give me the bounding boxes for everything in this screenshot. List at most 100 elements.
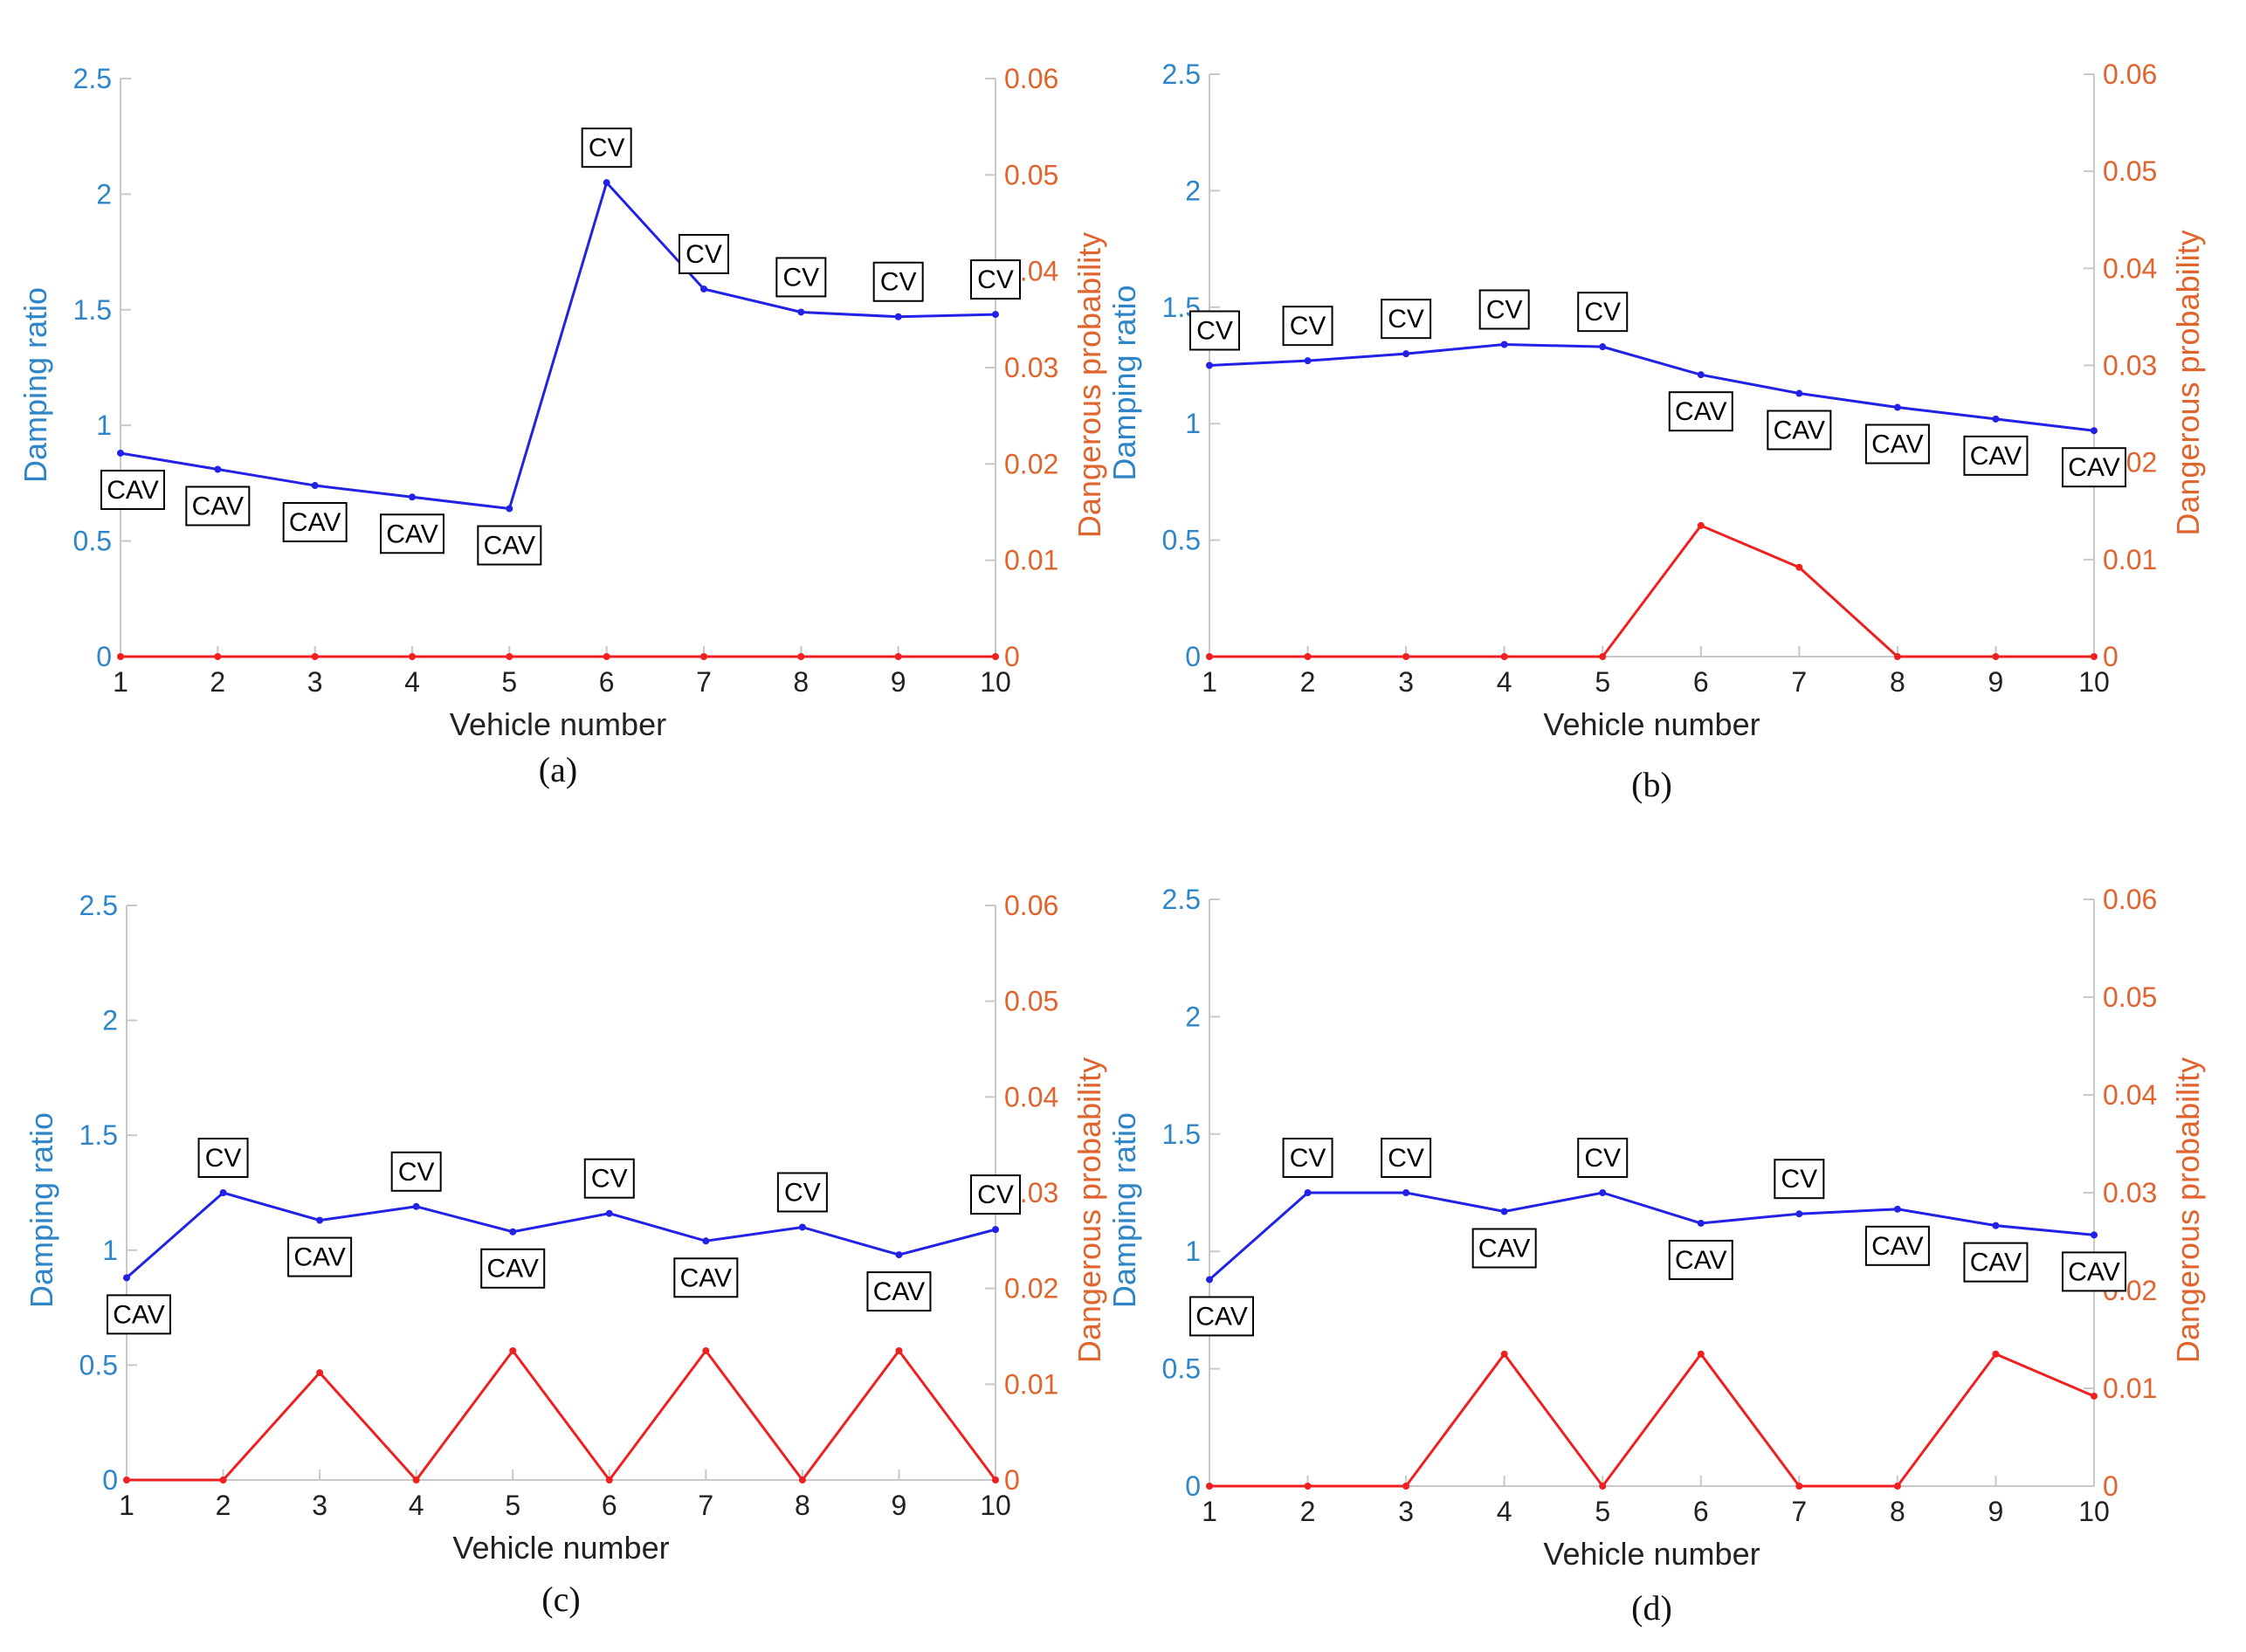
right-y-tick-label: 0.04 — [2103, 252, 2157, 284]
dangerous-probability-point — [895, 1346, 903, 1354]
dangerous-probability-point — [1795, 1483, 1803, 1490]
x-tick-label: 5 — [501, 666, 517, 698]
x-tick-label: 8 — [1890, 1496, 1905, 1527]
vehicle-type-label-box — [1189, 310, 1240, 351]
vehicle-type-label-box — [2062, 1251, 2126, 1292]
dangerous-probability-point — [214, 653, 222, 660]
damping-ratio-point — [1795, 389, 1803, 397]
damping-ratio-point — [506, 505, 513, 513]
right-y-tick-label: 0.06 — [1004, 890, 1058, 921]
vehicle-type-label: CAV — [1675, 397, 1726, 426]
x-tick-label: 2 — [1300, 1496, 1316, 1527]
left-y-tick-label: 2.5 — [73, 63, 112, 94]
damping-ratio-point — [2091, 427, 2098, 435]
dangerous-probability-point — [1992, 1350, 2000, 1358]
vehicle-type-label: CAV — [873, 1277, 925, 1306]
right-y-tick-label: 0.04 — [1004, 1081, 1058, 1112]
x-axis-title: Vehicle number — [450, 706, 666, 742]
vehicle-type-label-box — [1963, 1242, 2029, 1283]
x-tick-label: 10 — [2078, 666, 2110, 698]
left-y-tick-label: 2 — [102, 1005, 118, 1036]
x-tick-label: 2 — [216, 1490, 231, 1521]
vehicle-type-label: CV — [205, 1144, 242, 1173]
dangerous-probability-point — [1402, 1483, 1410, 1490]
x-tick-label: 2 — [210, 666, 225, 698]
x-tick-label: 9 — [1988, 666, 2004, 698]
vehicle-type-label: CAV — [1871, 430, 1923, 459]
damping-ratio-point — [1795, 1210, 1803, 1218]
damping-ratio-point — [992, 311, 999, 319]
damping-ratio-point — [798, 1223, 806, 1231]
dangerous-probability-line — [1209, 524, 2094, 658]
left-y-tick-label: 2.5 — [1162, 59, 1201, 90]
panel-d: 00.511.522.500.010.020.030.040.050.061 2 3… — [1106, 884, 2206, 1628]
left-y-tick-label: 0 — [96, 641, 112, 672]
vehicle-type-label-box — [282, 502, 348, 543]
damping-ratio-point — [1206, 361, 1213, 369]
vehicle-type-label: CV — [782, 263, 819, 292]
vehicle-type-label: CAV — [1774, 416, 1825, 445]
damping-ratio-point — [1697, 371, 1705, 379]
dangerous-probability-point — [2091, 1392, 2098, 1400]
x-tick-label: 8 — [793, 666, 809, 698]
vehicle-type-label-box — [477, 525, 542, 566]
right-y-tick-label: 0.05 — [2103, 155, 2157, 187]
vehicle-type-label-box — [2062, 447, 2126, 488]
x-tick-label: 9 — [892, 1490, 907, 1521]
vehicle-type-label: CAV — [192, 492, 244, 521]
damping-ratio-point — [1304, 1189, 1312, 1196]
damping-ratio-point — [1893, 1205, 1901, 1213]
damping-ratio-point — [311, 482, 319, 490]
panel-c: 00.511.522.500.010.020.030.040.050.061 2 3… — [24, 890, 1107, 1619]
vehicle-type-label-box — [185, 485, 251, 527]
right-y-tick-label: 0 — [2103, 641, 2119, 672]
x-axis-title: Vehicle number — [452, 1530, 669, 1566]
dangerous-probability-point — [1697, 521, 1705, 529]
vehicle-type-label-box — [583, 1158, 635, 1199]
dangerous-probability-point — [1893, 653, 1901, 660]
vehicle-type-label: CAV — [289, 508, 341, 537]
damping-ratio-point — [409, 493, 416, 501]
damping-ratio-point — [1697, 1219, 1705, 1227]
right-y-tick-label: 0 — [1004, 1464, 1020, 1496]
x-tick-label: 2 — [1300, 666, 1316, 698]
right-y-axis-title: Dangerous probability — [1071, 1057, 1107, 1363]
vehicle-type-label: CV — [977, 1180, 1014, 1209]
right-y-tick-label: 0.06 — [1004, 63, 1058, 94]
damping-ratio-point — [895, 1251, 903, 1259]
damping-ratio-point — [1599, 343, 1607, 351]
damping-ratio-point — [219, 1189, 227, 1196]
vehicle-type-label-box — [1282, 1138, 1333, 1178]
dangerous-probability-point — [1500, 1350, 1508, 1358]
vehicle-type-label-box — [1577, 292, 1629, 333]
x-axis-title: Vehicle number — [1543, 1536, 1760, 1572]
vehicle-type-label: CV — [1388, 305, 1424, 334]
vehicle-type-label: CAV — [484, 532, 535, 561]
dangerous-probability-point — [1206, 653, 1213, 660]
vehicle-type-label: CAV — [1970, 442, 2022, 471]
left-y-axis-title: Damping ratio — [1106, 285, 1142, 480]
right-y-tick-label: 0.03 — [2103, 350, 2157, 382]
vehicle-type-label-box — [1471, 1228, 1537, 1269]
vehicle-type-label: CV — [784, 1178, 821, 1207]
left-y-tick-label: 0 — [1185, 1470, 1201, 1502]
vehicle-type-label-box — [1189, 1296, 1254, 1337]
vehicle-type-label-box — [1864, 1225, 1930, 1266]
dangerous-probability-point — [605, 1476, 613, 1483]
right-y-tick-label: 0.05 — [2103, 981, 2157, 1013]
vehicle-type-label-box — [970, 259, 1021, 300]
right-y-tick-label: 0.05 — [1004, 986, 1058, 1017]
x-tick-label: 3 — [1398, 1496, 1414, 1527]
dangerous-probability-point — [311, 653, 319, 660]
vehicle-type-label: CV — [1388, 1144, 1424, 1173]
damping-ratio-point — [1402, 350, 1410, 358]
vehicle-type-label: CAV — [1675, 1246, 1726, 1275]
panel-label: (a) — [539, 750, 577, 789]
dangerous-probability-point — [412, 1476, 420, 1483]
right-y-tick-label: 0.01 — [2103, 544, 2157, 575]
x-tick-label: 7 — [1791, 1496, 1807, 1527]
vehicle-type-label: CAV — [386, 520, 437, 548]
left-y-axis-title: Damping ratio — [24, 1112, 59, 1308]
panel-label: (b) — [1631, 765, 1672, 804]
dangerous-probability-point — [603, 653, 610, 660]
